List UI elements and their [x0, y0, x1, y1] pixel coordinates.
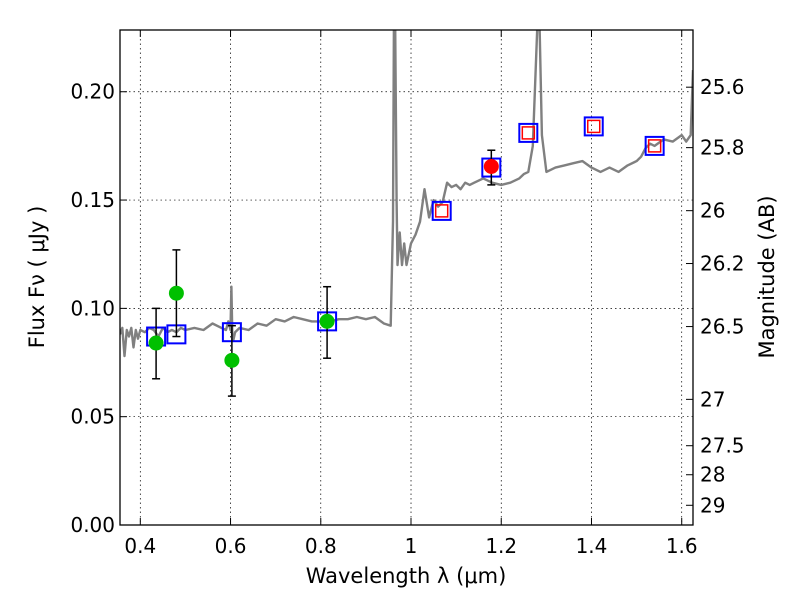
y2-tick-label: 25.8: [700, 136, 745, 160]
x-tick-label: 0.4: [124, 534, 156, 558]
x-tick-label: 1.6: [666, 534, 698, 558]
y2-tick-label: 26.5: [700, 315, 745, 339]
y2-tick-label: 29: [700, 493, 725, 517]
markers-layer: [146, 116, 665, 397]
y2-tick-label: 25.6: [700, 75, 745, 99]
model-photometry-marker: [518, 122, 539, 143]
y-tick-label: 0.15: [70, 188, 115, 212]
y-axis-label: Flux Fν ( μJy ): [25, 206, 49, 349]
x-axis-label: Wavelength λ (μm): [306, 564, 507, 588]
y2-tick-label: 26: [700, 199, 725, 223]
upper-limit-marker: [521, 126, 536, 140]
observed-point: [319, 313, 335, 329]
y-tick-label: 0.10: [70, 296, 115, 320]
observed-point-red: [483, 158, 499, 174]
model-photometry-marker: [644, 135, 665, 156]
model-photometry-marker: [583, 116, 604, 137]
y2-tick-label: 27: [700, 387, 725, 411]
y-tick-label: 0.00: [70, 513, 115, 537]
x-tick-label: 0.6: [215, 534, 247, 558]
y2-axis-label: Magnitude (AB): [755, 195, 779, 358]
upper-limit-marker: [434, 204, 449, 218]
plot-frame: [119, 29, 694, 526]
y-tick-label: 0.05: [70, 405, 115, 429]
model-sed-layer: [120, 30, 693, 358]
upper-limit-marker: [647, 139, 662, 153]
observed-point: [224, 352, 240, 368]
model-sed-line: [120, 30, 693, 358]
axes: 0.4 0.6 0.8 1 1.2 1.4 1.6 0.00 0.05 0.10 0.15 0.20 2…: [70, 30, 745, 558]
observed-point: [168, 285, 184, 301]
upper-limit-marker: [586, 119, 601, 134]
y2-tick-label: 27.5: [700, 434, 745, 458]
x-tick-label: 1: [405, 534, 418, 558]
y2-tick-label: 28: [700, 463, 725, 487]
y-tick-label: 0.20: [70, 80, 115, 104]
x-tick-label: 1.2: [485, 534, 517, 558]
x-tick-label: 1.4: [576, 534, 608, 558]
model-photometry-marker: [431, 200, 452, 221]
y2-tick-label: 26.2: [700, 252, 745, 276]
observed-point: [148, 335, 164, 351]
x-tick-label: 0.8: [305, 534, 337, 558]
grid: [120, 30, 693, 526]
